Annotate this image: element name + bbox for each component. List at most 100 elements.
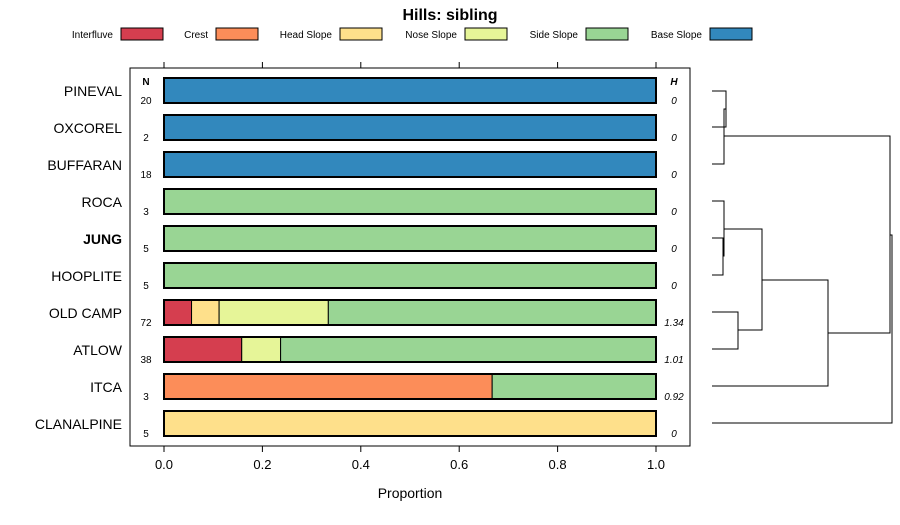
x-tick-label: 0.4 <box>352 457 370 472</box>
row-label: PINEVAL <box>64 83 122 99</box>
bar-segment-side-slope <box>163 188 657 215</box>
bar-row-clanalpine: CLANALPINE 5 0 <box>35 410 677 440</box>
bar-outline <box>163 225 657 252</box>
row-h-value: 0 <box>671 244 677 255</box>
chart-title: Hills: sibling <box>402 7 497 24</box>
dendro-link <box>712 311 739 350</box>
top-axis-ticks <box>163 62 657 68</box>
row-h-value: 0.92 <box>664 392 684 403</box>
x-tick-label: 0.6 <box>450 457 468 472</box>
row-h-value: 0 <box>671 133 677 144</box>
bar-outline <box>163 373 657 400</box>
bar-outline <box>163 77 657 104</box>
bar-row-oxcorel: OXCOREL 2 0 <box>54 114 677 144</box>
bar-segment-interfluve <box>163 299 193 326</box>
row-n-count: 5 <box>143 244 149 255</box>
row-n-count: 3 <box>143 207 149 218</box>
bar-segment-crest <box>163 373 493 400</box>
row-label: ROCA <box>82 194 123 210</box>
row-h-value: 0 <box>671 429 677 440</box>
row-label: HOOPLITE <box>51 268 122 284</box>
legend-label-crest: Crest <box>184 30 208 41</box>
bar-row-atlow: ATLOW 38 1.01 <box>73 336 684 366</box>
bar-row-buffaran: BUFFARAN 18 0 <box>47 151 677 181</box>
x-tick-label: 0.8 <box>549 457 567 472</box>
dendro-link <box>712 108 726 165</box>
row-h-value: 1.01 <box>664 355 683 366</box>
x-tick-label: 0.0 <box>155 457 173 472</box>
dendro-link <box>712 200 725 257</box>
bar-segment-head-slope <box>163 410 657 437</box>
legend-swatch-interfluve <box>120 27 164 41</box>
legend-label-interfluve: Interfluve <box>72 30 114 41</box>
bar-outline <box>163 299 657 326</box>
dendro-link <box>724 228 763 331</box>
row-label: JUNG <box>83 231 122 247</box>
bar-segment-side-slope <box>163 262 657 289</box>
bar-row-jung: JUNG 5 0 <box>83 225 677 255</box>
bar-row-pineval: PINEVAL 20 0 <box>64 77 677 107</box>
row-h-value: 0 <box>671 281 677 292</box>
x-axis: 0.0 0.2 0.4 0.6 0.8 1.0 <box>155 446 665 472</box>
bar-outline <box>163 188 657 215</box>
bar-segment-side-slope <box>280 336 657 363</box>
bar-segment-side-slope <box>491 373 657 400</box>
row-n-count: 18 <box>140 170 152 181</box>
legend-label-side-slope: Side Slope <box>530 30 579 41</box>
row-n-count: 2 <box>143 133 149 144</box>
bar-row-old-camp: OLD CAMP 72 1.34 <box>49 299 684 329</box>
bar-row-itca: ITCA 3 0.92 <box>90 373 684 403</box>
h-column-header: H <box>670 77 678 88</box>
row-label: CLANALPINE <box>35 416 122 432</box>
bar-segment-interfluve <box>163 336 243 363</box>
bar-outline <box>163 262 657 289</box>
x-tick-label: 0.2 <box>253 457 271 472</box>
bar-outline <box>163 151 657 178</box>
bar-segment-nose-slope <box>218 299 329 326</box>
legend: Interfluve Crest Head Slope Nose Slope Side … <box>72 27 753 41</box>
row-n-count: 3 <box>143 392 149 403</box>
row-n-count: 20 <box>140 96 152 107</box>
row-label: ATLOW <box>73 342 123 358</box>
row-n-count: 5 <box>143 429 149 440</box>
row-n-count: 38 <box>140 355 152 366</box>
bar-segment-side-slope <box>163 225 657 252</box>
legend-swatch-base-slope <box>709 27 753 41</box>
bar-outline <box>163 336 657 363</box>
legend-swatch-side-slope <box>585 27 629 41</box>
dendro-link <box>712 279 829 387</box>
x-axis-label: Proportion <box>378 485 443 501</box>
row-n-count: 5 <box>143 281 149 292</box>
row-label: OLD CAMP <box>49 305 122 321</box>
bar-row-hooplite: HOOPLITE 5 0 <box>51 262 677 292</box>
row-h-value: 1.34 <box>664 318 684 329</box>
n-column-header: N <box>142 77 149 88</box>
bar-outline <box>163 114 657 141</box>
x-tick-label: 1.0 <box>647 457 665 472</box>
bar-segment-base-slope <box>163 114 657 141</box>
bar-segment-head-slope <box>191 299 220 326</box>
bar-segment-base-slope <box>163 151 657 178</box>
row-h-value: 0 <box>671 96 677 107</box>
dendrogram <box>712 90 893 424</box>
legend-swatch-nose-slope <box>464 27 508 41</box>
row-label: BUFFARAN <box>47 157 122 173</box>
legend-swatch-head-slope <box>339 27 383 41</box>
row-label: ITCA <box>90 379 123 395</box>
bar-row-roca: ROCA 3 0 <box>82 188 677 218</box>
legend-label-nose-slope: Nose Slope <box>405 30 457 41</box>
plot-frame <box>129 67 691 447</box>
dendro-link <box>712 237 724 276</box>
row-h-value: 0 <box>671 170 677 181</box>
dendro-link <box>712 234 893 424</box>
dendro-link <box>724 135 891 334</box>
row-label: OXCOREL <box>54 120 123 136</box>
row-n-count: 72 <box>140 318 152 329</box>
legend-label-head-slope: Head Slope <box>280 30 333 41</box>
legend-swatch-crest <box>215 27 259 41</box>
bar-segment-base-slope <box>163 77 657 104</box>
bar-outline <box>163 410 657 437</box>
